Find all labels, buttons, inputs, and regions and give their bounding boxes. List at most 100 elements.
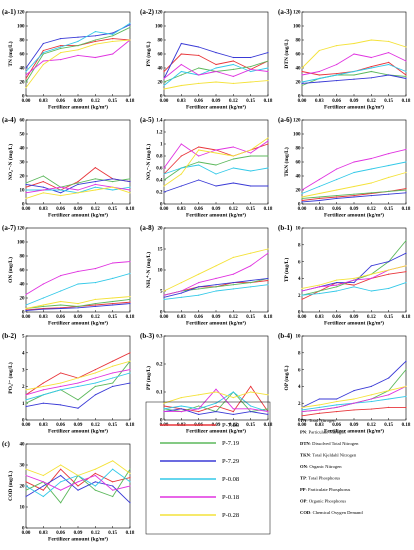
data-point xyxy=(301,82,303,84)
series-line xyxy=(163,277,269,298)
y-tick-label: 0 xyxy=(22,203,25,208)
y-tick-label: 1.4 xyxy=(156,119,163,124)
data-point xyxy=(25,394,27,396)
x-tick-label: 0.09 xyxy=(350,99,359,104)
data-point xyxy=(388,74,390,76)
data-point xyxy=(198,161,200,163)
data-point xyxy=(353,409,355,411)
x-tick-label: 0.03 xyxy=(315,207,324,212)
data-point xyxy=(388,269,390,271)
data-point xyxy=(250,170,252,172)
data-point xyxy=(318,74,320,76)
series-line xyxy=(25,460,131,476)
data-point xyxy=(318,404,320,406)
data-point xyxy=(336,398,338,400)
data-point xyxy=(77,385,79,387)
y-tick-label: 100 xyxy=(293,133,301,138)
x-tick-label: 0.12 xyxy=(91,531,100,536)
data-point xyxy=(353,284,355,286)
y-tick-label: 0 xyxy=(22,95,25,100)
x-axis-title: Fertilizer amount (kg/m²) xyxy=(48,428,108,435)
y-tick-label: 100 xyxy=(17,25,25,30)
y-tick-label: 100 xyxy=(155,25,163,30)
data-point xyxy=(94,282,96,284)
data-point xyxy=(250,411,252,413)
data-point xyxy=(42,304,44,306)
data-point xyxy=(163,408,165,410)
data-point xyxy=(370,277,372,279)
data-point xyxy=(318,412,320,414)
data-point xyxy=(60,307,62,310)
data-point xyxy=(180,74,182,76)
y-tick-label: 120 xyxy=(293,11,301,16)
data-point xyxy=(388,153,390,155)
x-tick-label: 0.12 xyxy=(367,315,376,320)
data-point xyxy=(129,303,131,305)
data-point xyxy=(42,60,44,62)
abbreviation-definition: : Particulate Phosphorus xyxy=(306,487,351,492)
data-point xyxy=(198,394,200,396)
data-point xyxy=(94,183,96,185)
series-line xyxy=(301,406,406,417)
data-point xyxy=(232,284,234,286)
data-point xyxy=(336,168,338,170)
data-point xyxy=(318,70,320,73)
abbreviation-key: PN xyxy=(300,430,307,435)
data-point xyxy=(405,240,407,242)
data-point xyxy=(198,405,200,407)
series-line xyxy=(163,252,269,296)
x-tick-label: 0.03 xyxy=(177,207,186,212)
data-point xyxy=(129,298,131,300)
data-point xyxy=(388,406,390,408)
x-tick-label: 0.00 xyxy=(160,315,169,320)
data-point xyxy=(129,181,131,183)
data-point xyxy=(336,286,338,288)
data-point xyxy=(370,67,372,69)
data-point xyxy=(232,60,234,62)
abbreviation-definition: : Chemical Oxygen Demand xyxy=(310,510,363,515)
abbreviation-line: ON: Organic Nitrogen xyxy=(300,464,342,469)
data-point xyxy=(25,304,27,306)
data-point xyxy=(301,290,303,292)
panel-label: (a-2) xyxy=(140,8,155,16)
x-axis-title: Fertilizer amount (kg/m²) xyxy=(186,320,246,327)
data-point xyxy=(25,485,27,487)
y-tick-label: 0 xyxy=(298,95,301,100)
x-tick-label: 0.18 xyxy=(126,315,135,320)
x-axis-title: Fertilizer amount (kg/m²) xyxy=(324,104,384,111)
data-point xyxy=(25,481,27,483)
y-axis-title: NO₂⁻-N (mg/L) xyxy=(7,144,14,180)
y-tick-label: 0.8 xyxy=(156,155,163,160)
abbreviation-definition: : Total Phosphorus xyxy=(306,476,341,481)
data-point xyxy=(301,409,303,411)
plot-frame xyxy=(163,11,269,97)
data-point xyxy=(94,474,96,477)
y-tick-label: 5 xyxy=(22,335,25,340)
data-point xyxy=(370,195,372,197)
data-point xyxy=(77,183,79,185)
series-line xyxy=(301,360,407,408)
data-point xyxy=(129,178,131,180)
y-tick-label: 1.2 xyxy=(156,131,163,136)
panel-label: (a-7) xyxy=(2,224,17,232)
data-point xyxy=(163,405,165,407)
data-point xyxy=(405,74,407,76)
data-point xyxy=(129,352,131,354)
data-point xyxy=(301,70,303,73)
data-point xyxy=(42,297,44,299)
data-point xyxy=(94,369,96,371)
x-tick-label: 0.03 xyxy=(39,315,48,320)
series-line xyxy=(163,137,269,187)
legend-label: P-0.18 xyxy=(222,494,239,501)
data-point xyxy=(353,70,355,73)
data-point xyxy=(388,398,390,400)
data-point xyxy=(318,292,320,295)
y-tick-label: 0 xyxy=(298,419,301,424)
x-axis-title: Fertilizer amount (kg/m²) xyxy=(324,212,384,219)
data-point xyxy=(42,192,44,194)
data-point xyxy=(250,408,252,410)
data-point xyxy=(318,284,320,286)
y-tick-label: 0 xyxy=(160,203,163,208)
data-point xyxy=(336,178,338,181)
y-tick-label: 10 xyxy=(158,269,164,274)
